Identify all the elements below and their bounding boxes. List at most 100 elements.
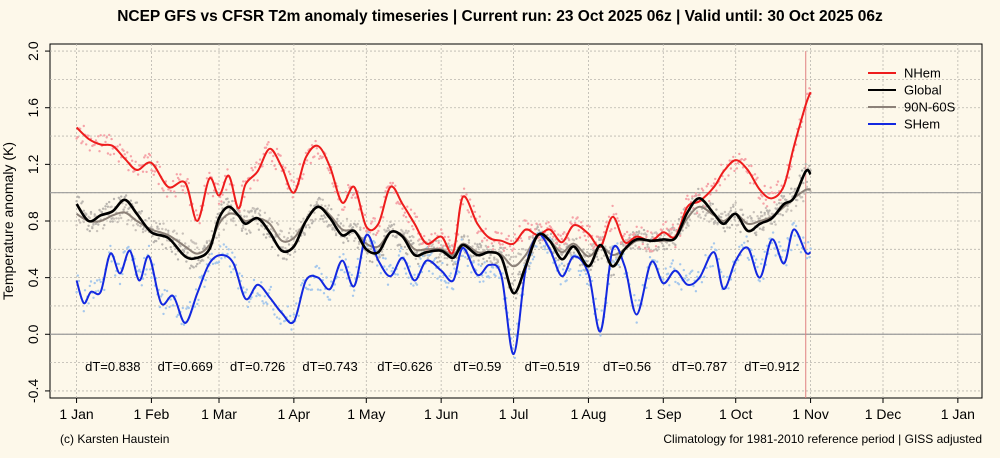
data-point-nhem bbox=[541, 239, 544, 242]
data-point-90n-60s bbox=[356, 222, 359, 226]
data-point-global bbox=[757, 217, 760, 220]
data-point-90n-60s bbox=[763, 213, 766, 216]
data-point-nhem bbox=[671, 223, 675, 226]
data-point-global bbox=[729, 209, 733, 212]
data-point-90n-60s bbox=[708, 220, 711, 223]
data-point-nhem bbox=[790, 165, 793, 168]
data-point-global bbox=[730, 223, 734, 227]
x-tick-label: 1 Sep bbox=[645, 406, 682, 422]
data-point-90n-60s bbox=[286, 236, 289, 240]
data-point-shem bbox=[220, 257, 223, 260]
data-point-90n-60s bbox=[165, 239, 169, 242]
data-point-global bbox=[359, 228, 362, 231]
data-point-90n-60s bbox=[663, 233, 666, 237]
x-tick-label: 1 Nov bbox=[792, 406, 829, 422]
data-point-shem bbox=[165, 289, 169, 293]
data-point-90n-60s bbox=[118, 214, 122, 217]
data-point-nhem bbox=[665, 227, 669, 230]
monthly-dt-label: dT=0.669 bbox=[158, 359, 213, 374]
data-point-global bbox=[496, 260, 500, 264]
data-point-shem bbox=[149, 268, 152, 271]
data-point-shem bbox=[720, 270, 723, 274]
data-point-nhem bbox=[685, 197, 688, 201]
data-point-nhem bbox=[152, 173, 155, 176]
data-point-global bbox=[398, 243, 402, 246]
data-point-shem bbox=[617, 263, 620, 267]
data-point-shem bbox=[792, 221, 795, 225]
data-point-shem bbox=[244, 291, 247, 294]
data-point-nhem bbox=[257, 162, 261, 166]
data-point-shem bbox=[432, 259, 436, 262]
data-point-nhem bbox=[409, 208, 413, 211]
data-point-nhem bbox=[472, 204, 475, 208]
data-point-global bbox=[330, 208, 333, 211]
data-point-90n-60s bbox=[187, 245, 190, 248]
data-point-90n-60s bbox=[326, 207, 329, 210]
data-point-nhem bbox=[274, 167, 277, 171]
data-point-90n-60s bbox=[198, 261, 201, 265]
data-point-nhem bbox=[441, 232, 444, 235]
data-point-90n-60s bbox=[136, 224, 140, 227]
data-point-global bbox=[403, 245, 407, 249]
data-point-nhem bbox=[162, 189, 165, 192]
data-point-global bbox=[780, 194, 783, 198]
data-point-global bbox=[600, 248, 603, 252]
data-point-global bbox=[240, 229, 244, 232]
data-point-global bbox=[197, 258, 200, 262]
data-point-nhem bbox=[130, 159, 134, 162]
data-point-nhem bbox=[604, 225, 607, 228]
data-point-nhem bbox=[765, 205, 769, 208]
data-point-global bbox=[788, 192, 792, 195]
data-point-shem bbox=[599, 334, 602, 337]
data-point-shem bbox=[446, 286, 449, 289]
data-point-nhem bbox=[528, 235, 531, 239]
data-point-shem bbox=[433, 257, 437, 260]
data-point-shem bbox=[494, 274, 497, 278]
data-point-nhem bbox=[611, 204, 614, 208]
data-point-shem bbox=[796, 243, 799, 247]
data-point-global bbox=[312, 220, 315, 223]
data-point-global bbox=[755, 233, 758, 237]
data-point-global bbox=[179, 245, 182, 248]
data-point-nhem bbox=[331, 182, 334, 185]
data-point-global bbox=[642, 228, 646, 232]
data-point-global bbox=[697, 187, 700, 191]
data-point-shem bbox=[342, 253, 345, 256]
data-point-global bbox=[156, 225, 159, 228]
data-point-90n-60s bbox=[383, 228, 386, 231]
monthly-dt-label: dT=0.519 bbox=[525, 359, 580, 374]
data-point-global bbox=[112, 197, 116, 201]
data-point-shem bbox=[623, 272, 626, 275]
data-point-shem bbox=[88, 284, 92, 288]
data-point-90n-60s bbox=[284, 247, 287, 250]
data-point-shem bbox=[389, 263, 392, 267]
data-point-nhem bbox=[203, 184, 206, 187]
data-point-shem bbox=[497, 276, 501, 279]
data-point-shem bbox=[687, 278, 690, 281]
data-point-nhem bbox=[342, 208, 345, 211]
data-point-global bbox=[105, 202, 108, 206]
data-point-nhem bbox=[392, 191, 396, 194]
data-point-nhem bbox=[296, 177, 299, 180]
data-point-nhem bbox=[171, 179, 175, 183]
data-point-global bbox=[220, 203, 223, 206]
data-point-shem bbox=[398, 250, 402, 253]
data-point-nhem bbox=[705, 185, 708, 188]
data-point-nhem bbox=[700, 187, 704, 190]
data-point-global bbox=[639, 247, 642, 251]
data-point-nhem bbox=[461, 203, 465, 206]
data-point-global bbox=[462, 235, 466, 238]
data-point-shem bbox=[697, 270, 700, 274]
data-point-nhem bbox=[106, 152, 110, 155]
data-point-global bbox=[793, 187, 797, 191]
data-point-shem bbox=[454, 260, 457, 264]
data-point-global bbox=[460, 235, 463, 239]
footer-credit: (c) Karsten Haustein bbox=[60, 432, 170, 446]
data-point-nhem bbox=[382, 216, 385, 219]
data-point-global bbox=[588, 252, 591, 256]
data-point-global bbox=[761, 228, 764, 231]
data-point-90n-60s bbox=[688, 218, 691, 221]
data-point-global bbox=[467, 239, 471, 242]
data-point-nhem bbox=[180, 184, 183, 188]
data-point-global bbox=[546, 233, 549, 237]
